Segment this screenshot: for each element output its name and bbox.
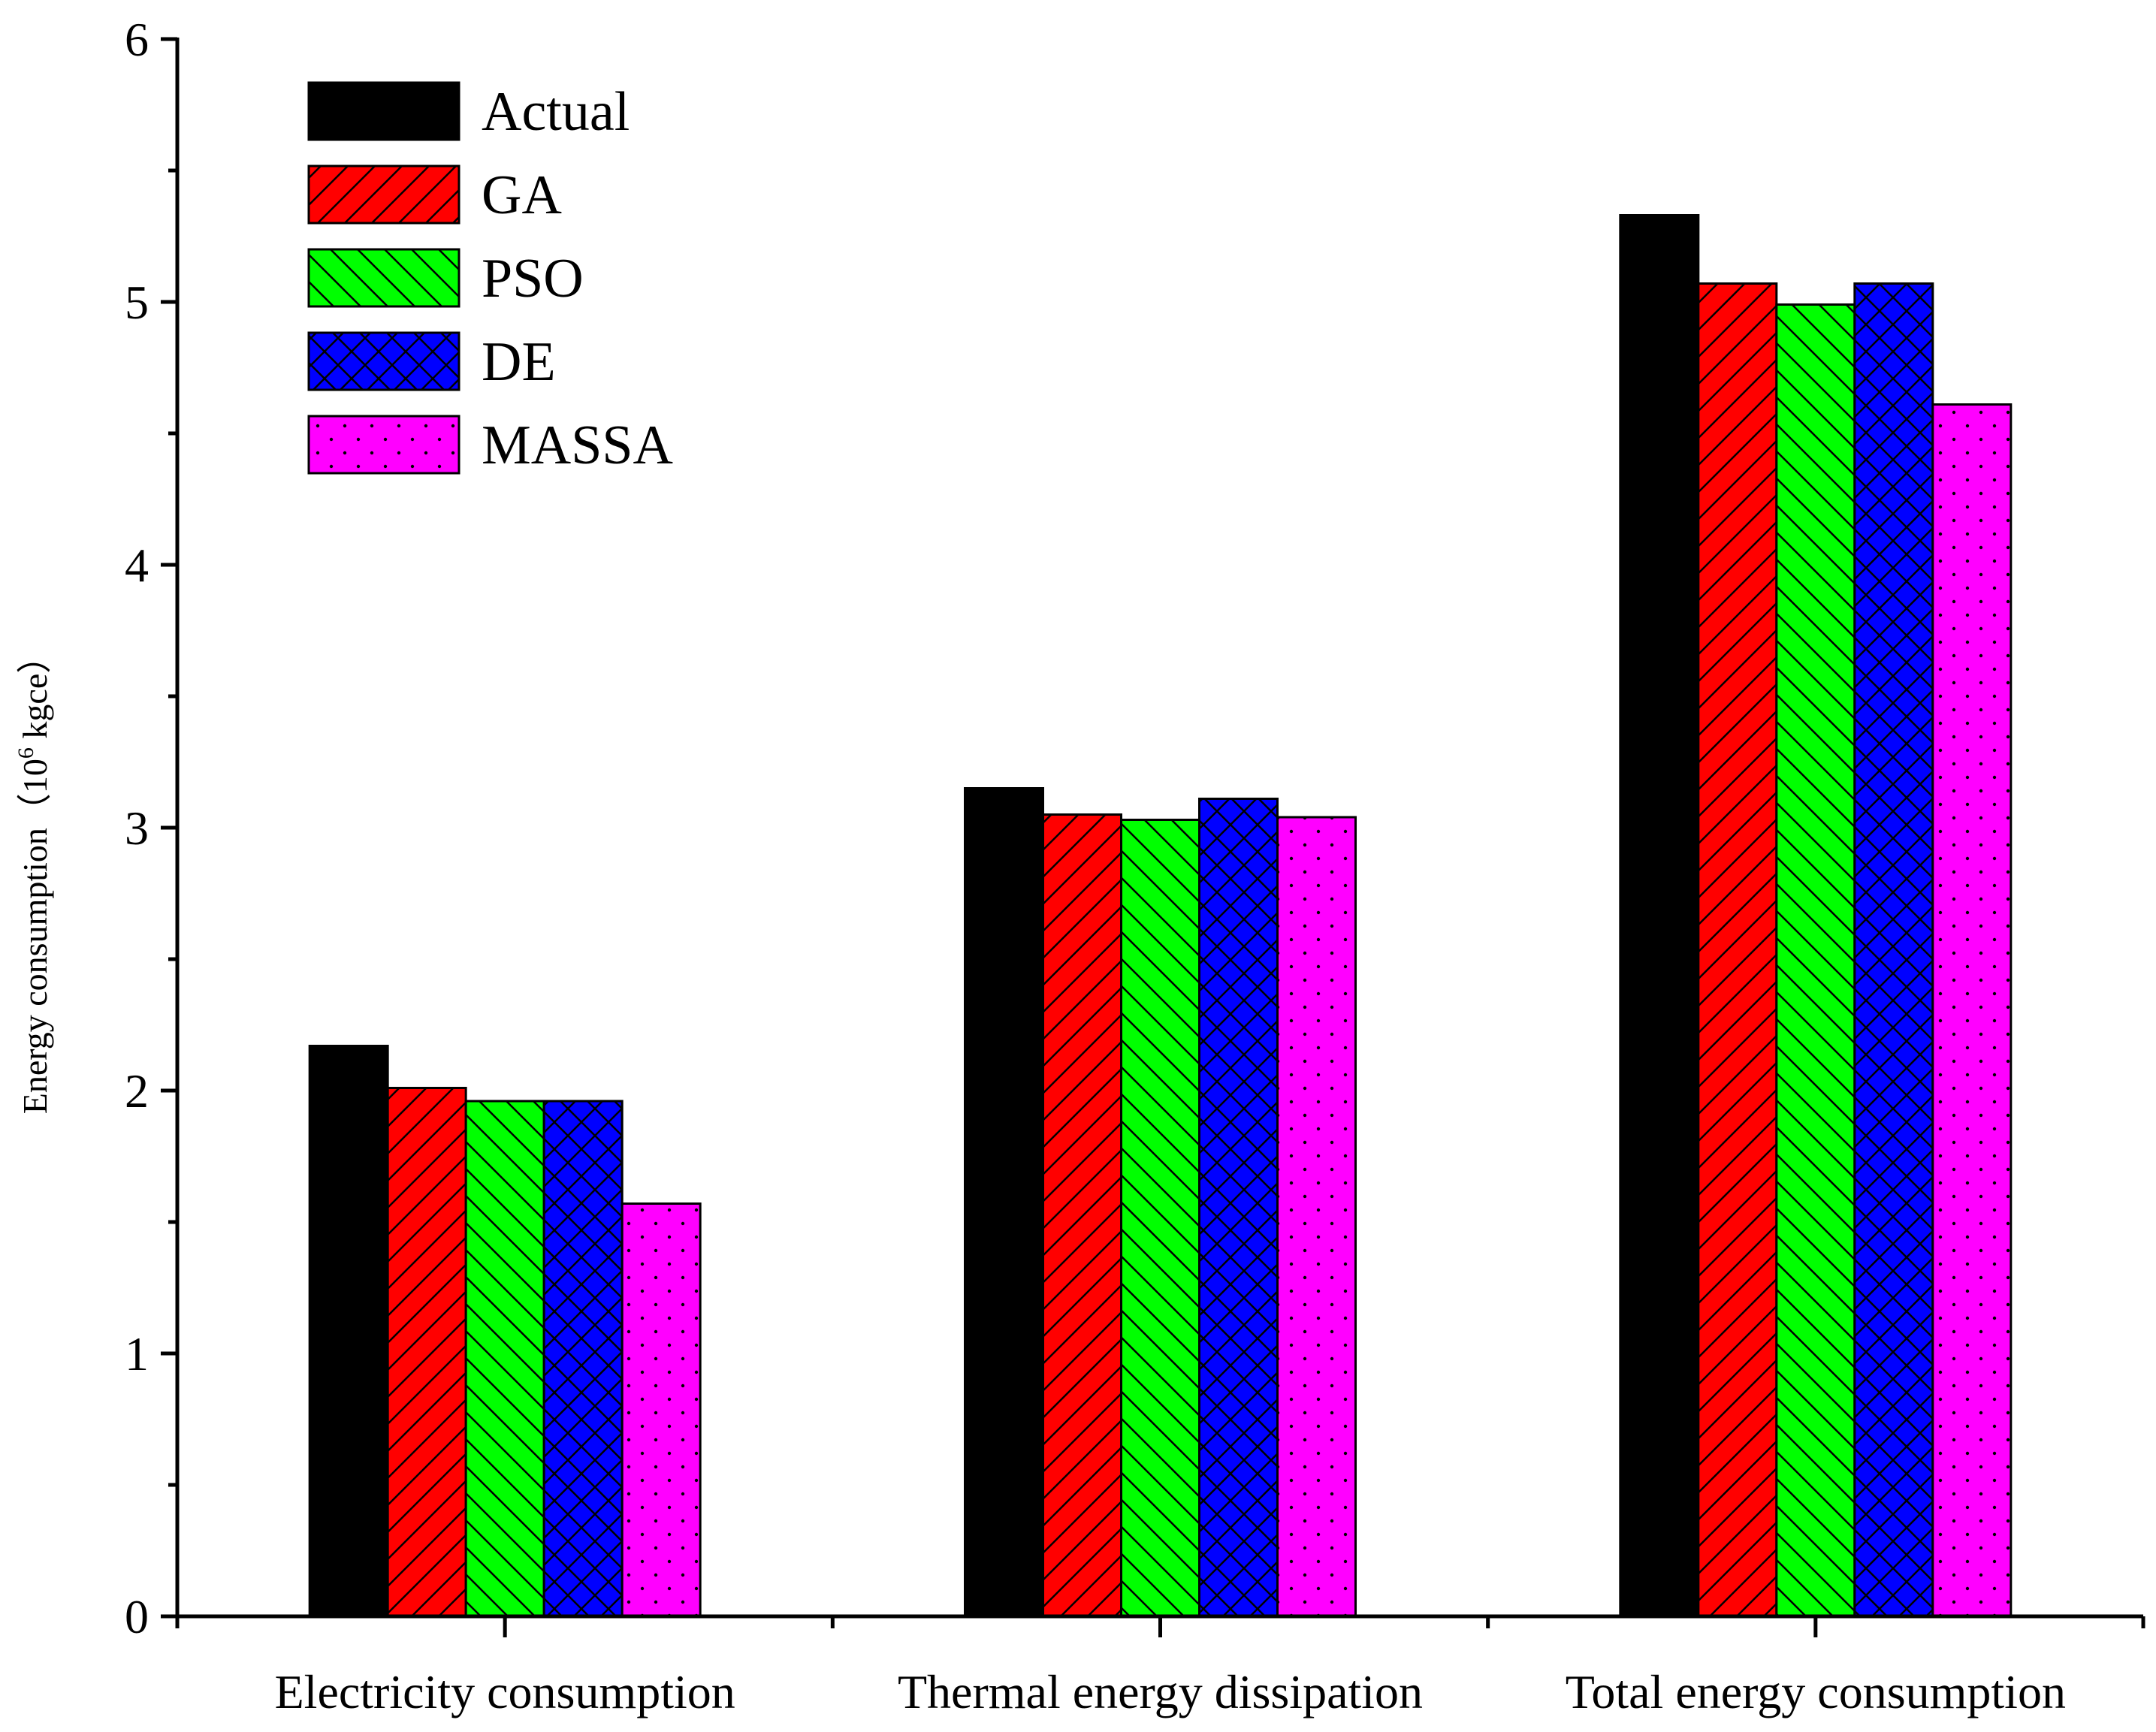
bar-massa-2: [1276, 816, 1357, 1618]
y-tick-label: 4: [125, 539, 149, 592]
bar-ga-2: [1042, 813, 1122, 1618]
legend-label-actual: Actual: [482, 81, 630, 143]
bar-pso-3: [1775, 303, 1856, 1618]
y-tick-label: 5: [125, 276, 149, 329]
bar-massa-1: [621, 1202, 702, 1618]
legend-swatch-massa: [307, 415, 460, 475]
bar-de-1: [542, 1100, 624, 1618]
legend-label-ga: GA: [482, 164, 562, 226]
x-tick-label: Electricity consumption: [275, 1665, 735, 1718]
tick-labels: 0 1 2 3 4 5 6 Electricity consumption Thermal en…: [125, 13, 2066, 1718]
legend-swatch-de: [307, 331, 460, 391]
y-tick-label: 6: [125, 13, 149, 66]
bar-actual-2: [964, 787, 1044, 1618]
bar-ga-3: [1697, 282, 1778, 1618]
y-tick-label: 3: [125, 801, 149, 855]
bar-actual-3: [1619, 214, 1700, 1618]
y-tick-label: 2: [125, 1064, 149, 1118]
y-tick-label: 1: [125, 1327, 149, 1380]
legend-label-massa: MASSA: [482, 415, 673, 476]
legend-swatch-actual: [307, 81, 460, 141]
x-tick-label: Total energy consumption: [1566, 1665, 2066, 1718]
bar-pso-2: [1120, 819, 1200, 1618]
legend-label-de: DE: [482, 331, 556, 393]
legend: Actual GA PSO DE MASSA: [307, 81, 673, 476]
bars-layer: [308, 214, 2013, 1618]
bar-ga-1: [386, 1087, 467, 1618]
x-tick-label: Thermal energy dissipation: [898, 1665, 1423, 1718]
legend-swatch-ga: [307, 164, 460, 225]
y-tick-label: 0: [125, 1590, 149, 1643]
bar-massa-3: [1931, 403, 2013, 1618]
legend-label-pso: PSO: [482, 248, 584, 309]
bar-actual-1: [308, 1045, 389, 1618]
bar-pso-1: [464, 1100, 545, 1618]
legend-swatch-pso: [307, 248, 460, 308]
bar-de-3: [1853, 282, 1934, 1618]
bar-de-2: [1198, 798, 1279, 1618]
axes: [161, 37, 2145, 1637]
y-axis-title: Energy consumption（106 kgce）: [14, 639, 54, 1115]
